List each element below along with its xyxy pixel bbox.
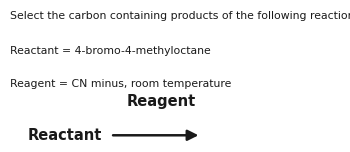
Text: Reagent = CN minus, room temperature: Reagent = CN minus, room temperature (10, 79, 232, 89)
Text: Reactant = 4-bromo-4-methyloctane: Reactant = 4-bromo-4-methyloctane (10, 46, 211, 56)
Text: Reactant: Reactant (28, 128, 102, 143)
Text: Reagent: Reagent (126, 94, 196, 109)
Text: Select the carbon containing products of the following reaction:: Select the carbon containing products of… (10, 11, 350, 21)
